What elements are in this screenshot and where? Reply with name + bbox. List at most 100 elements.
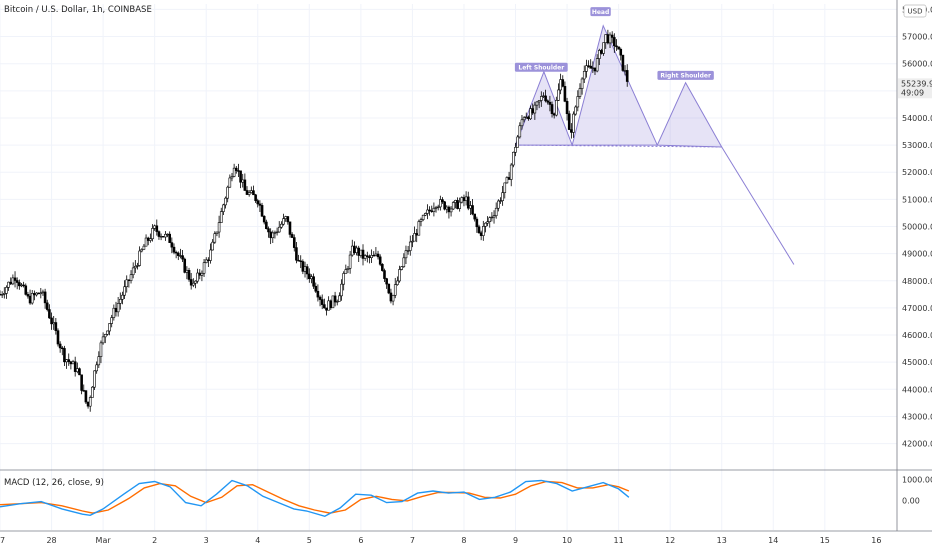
candle-body (589, 65, 592, 69)
candle-body (572, 113, 575, 133)
price-tick-label: 53000.00 (902, 141, 932, 150)
price-tick-label: 42000.00 (902, 440, 932, 449)
candle-body (76, 368, 79, 372)
candle-body (183, 258, 187, 273)
pattern-label: Right Shoulder (660, 73, 711, 80)
candle-body (535, 101, 539, 106)
candle-body (127, 279, 131, 282)
right-shoulder-triangle (656, 81, 723, 148)
candle-body (350, 245, 354, 256)
candle-body (24, 285, 28, 295)
candle-body (574, 106, 577, 115)
candle-body (50, 317, 53, 325)
candle-body (398, 269, 401, 282)
candle-body (97, 356, 101, 366)
candle-body (327, 300, 330, 311)
candle-body (600, 50, 603, 54)
candle-body (86, 401, 90, 407)
candle-body (602, 42, 605, 54)
price-tick-label: 47000.00 (902, 304, 932, 313)
candle-body (430, 210, 434, 212)
candle-body (101, 336, 105, 344)
candle-body (45, 302, 49, 310)
candle-body (131, 267, 135, 276)
candle-body (314, 285, 318, 292)
candle-body (385, 278, 388, 285)
price-tick-label: 44000.00 (902, 385, 932, 394)
candle-body (168, 233, 171, 243)
candle-body (155, 225, 159, 232)
candle-body (580, 78, 584, 89)
candle-body (134, 265, 137, 269)
candle-body (370, 255, 373, 259)
candle-body (316, 290, 320, 298)
candle-body (419, 219, 423, 222)
candle-body (466, 196, 470, 209)
candle-body (305, 266, 309, 275)
candle-body (170, 242, 174, 248)
candle-body (518, 125, 522, 138)
candle-body (174, 251, 178, 254)
candle-body (597, 50, 601, 59)
candle-body (234, 167, 238, 171)
candle-body (254, 194, 257, 201)
time-tick-label: 11 (614, 536, 624, 545)
candle-body (621, 54, 625, 71)
candle-body (30, 293, 34, 304)
candle-body (439, 199, 442, 208)
candle-body (426, 209, 429, 214)
candle-body (2, 293, 6, 295)
candle-body (544, 95, 547, 102)
candle-body (593, 67, 597, 72)
candle-body (333, 295, 337, 303)
candle-body (486, 221, 489, 224)
price-tick-label: 54000.00 (902, 114, 932, 123)
countdown-label: 49:09 (901, 88, 924, 97)
candle-body (39, 292, 43, 295)
candle-body (123, 286, 126, 296)
candle-body (338, 295, 341, 302)
time-tick-label: Mar (96, 536, 112, 545)
candle-body (514, 146, 517, 153)
candle-body (262, 215, 266, 223)
candle-body (22, 284, 25, 287)
candle-body (267, 228, 270, 233)
candle-body (71, 361, 75, 365)
candle-body (542, 95, 545, 97)
head-and-shoulders-pattern[interactable]: Left Shoulder Head Right Shoulder (514, 7, 795, 265)
price-tick-label: 50000.00 (902, 223, 932, 232)
candle-body (591, 67, 595, 70)
candle-body (623, 70, 627, 72)
time-tick-label: 7 (410, 536, 415, 545)
candle-body (346, 268, 350, 270)
candle-body (7, 281, 10, 288)
candle-body (533, 104, 537, 114)
candle-body (5, 287, 8, 294)
candle-body (615, 45, 618, 48)
candle-body (595, 58, 599, 72)
candle-body (411, 240, 414, 243)
candle-body (176, 252, 180, 256)
candle-body (503, 182, 507, 193)
candle-body (194, 280, 197, 284)
candle-body (282, 218, 285, 225)
candle-body (256, 200, 260, 205)
time-tick-label: 2 (152, 536, 157, 545)
candle-body (237, 170, 240, 172)
candle-body (619, 48, 623, 56)
pattern-label-box (514, 62, 568, 72)
candle-body (488, 217, 492, 223)
candle-body (299, 260, 303, 262)
candle-body (172, 246, 176, 253)
price-tick-label: 51000.00 (902, 195, 932, 204)
candle-body (393, 284, 397, 296)
candle-body (215, 231, 219, 234)
price-tick-label: 49000.00 (902, 250, 932, 259)
currency-badge[interactable]: USD (903, 4, 927, 18)
candle-body (454, 200, 457, 203)
time-tick-label: 15 (820, 536, 830, 545)
candle-body (93, 370, 96, 388)
candle-body (361, 249, 365, 259)
